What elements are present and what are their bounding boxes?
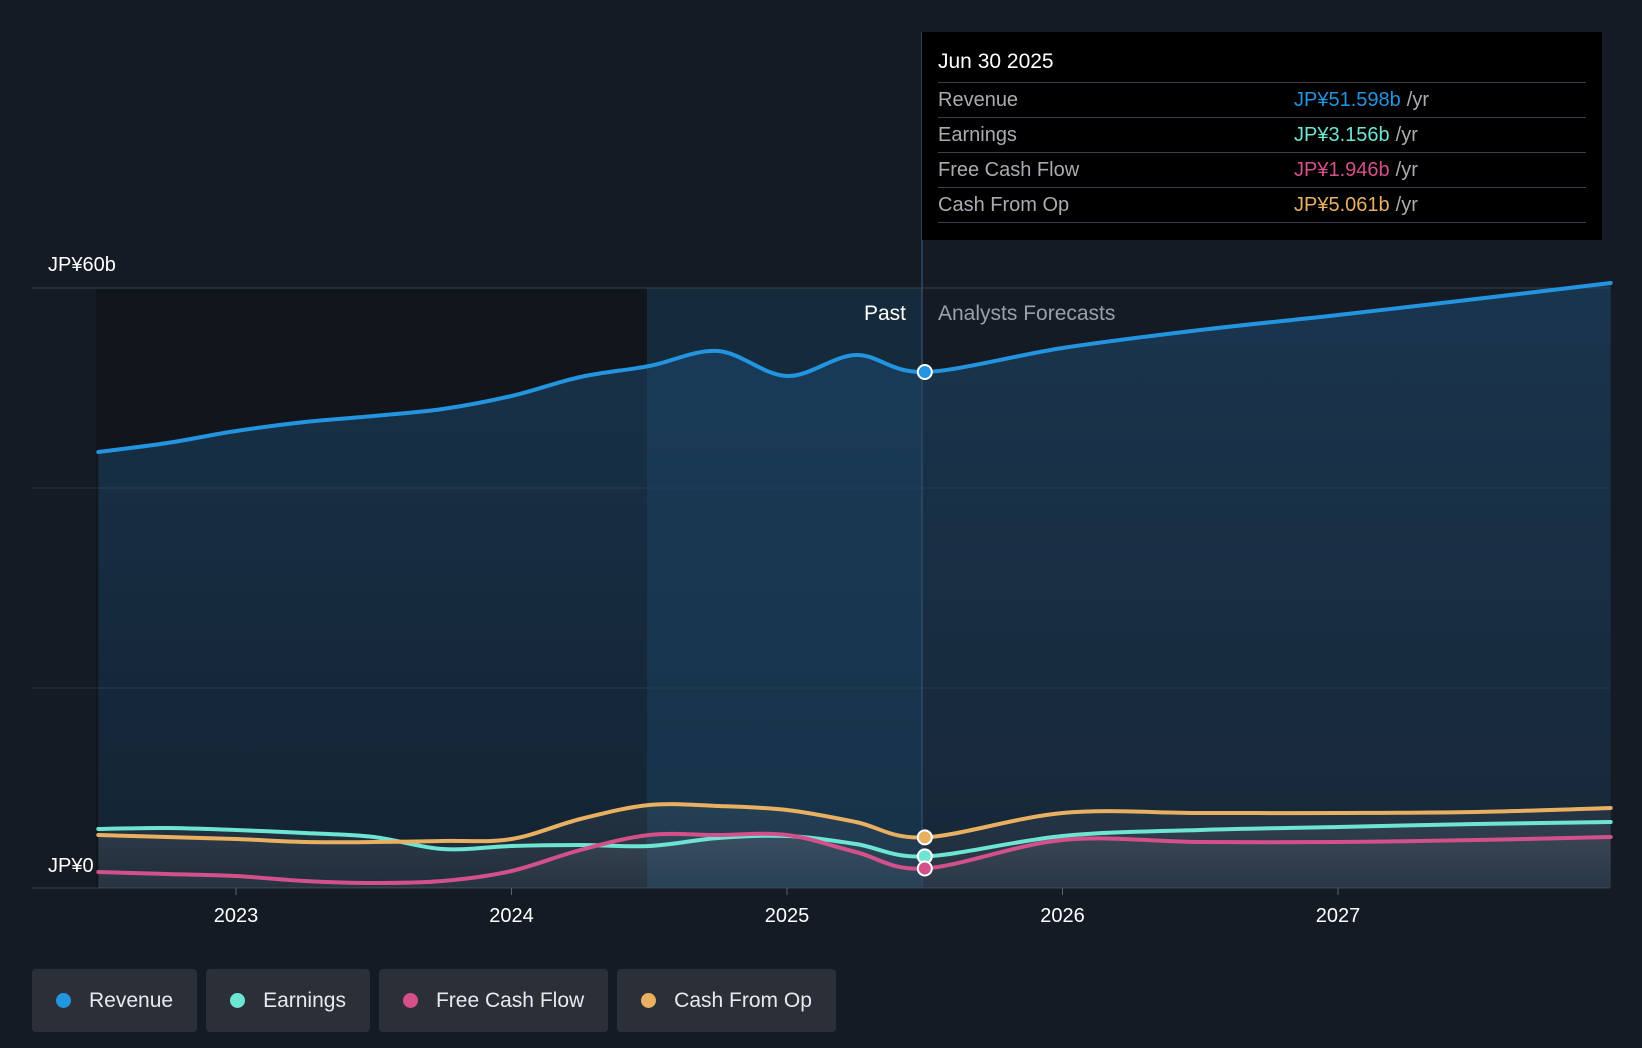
tooltip-unit: /yr [1395,194,1418,216]
earnings-line [96,820,1613,859]
tooltip-unit: /yr [1395,159,1418,181]
tooltip-value: JP¥1.946b [1294,159,1390,181]
tooltip-row-cash-from-op: Cash From Op JP¥5.061b /yr [938,187,1586,223]
tooltip: Jun 30 2025 Revenue JP¥51.598b /yr Earni… [922,32,1602,240]
legend-dot-icon [230,993,246,1008]
y-axis-min-label: JP¥0 [48,855,94,877]
tooltip-unit: /yr [1395,124,1418,146]
free-cash-flow-marker[interactable] [916,860,933,877]
legend: Revenue Earnings Free Cash Flow Cash Fro… [32,969,845,1032]
legend-label: Revenue [89,988,174,1012]
y-axis-max-label: JP¥60b [48,254,116,276]
legend-label: Free Cash Flow [435,988,585,1012]
legend-dot-icon [402,993,418,1008]
x-tick-label: 2025 [765,905,810,927]
cash-from-op-area [98,804,1611,888]
legend-label: Earnings [263,988,346,1012]
x-tick-label: 2023 [214,905,259,927]
tooltip-value: JP¥3.156b [1294,124,1390,146]
tooltip-label: Revenue [938,89,1019,111]
revenue-line [96,281,1613,454]
tooltip-row-earnings: Earnings JP¥3.156b /yr [938,117,1586,152]
past-label: Past [864,302,906,325]
tooltip-value: JP¥51.598b [1294,89,1401,111]
x-tick-label: 2027 [1316,905,1361,927]
tooltip-label: Cash From Op [938,194,1070,216]
tooltip-value: JP¥5.061b [1294,194,1390,216]
tooltip-label: Earnings [938,124,1017,146]
tooltip-unit: /yr [1406,89,1429,111]
x-tick-label: 2024 [489,905,534,927]
legend-item-earnings[interactable]: Earnings [206,969,370,1032]
tooltip-row-revenue: Revenue JP¥51.598b /yr [938,82,1586,117]
forecast-label: Analysts Forecasts [938,302,1115,325]
tooltip-label: Free Cash Flow [938,159,1080,181]
cash-from-op-marker[interactable] [916,829,933,846]
legend-item-free-cash-flow[interactable]: Free Cash Flow [378,969,609,1032]
free-cash-flow-line [96,831,1613,886]
tooltip-date: Jun 30 2025 [938,50,1054,73]
legend-item-revenue[interactable]: Revenue [32,969,198,1032]
revenue-area [98,283,1611,888]
tooltip-row-free-cash-flow: Free Cash Flow JP¥1.946b /yr [938,152,1586,187]
legend-label: Cash From Op [674,988,812,1012]
legend-item-cash-from-op[interactable]: Cash From Op [617,969,836,1032]
legend-dot-icon [641,993,657,1008]
legend-dot-icon [56,993,71,1008]
revenue-marker[interactable] [916,364,933,380]
x-tick-label: 2026 [1040,905,1085,927]
cash-from-op-line [96,802,1613,845]
